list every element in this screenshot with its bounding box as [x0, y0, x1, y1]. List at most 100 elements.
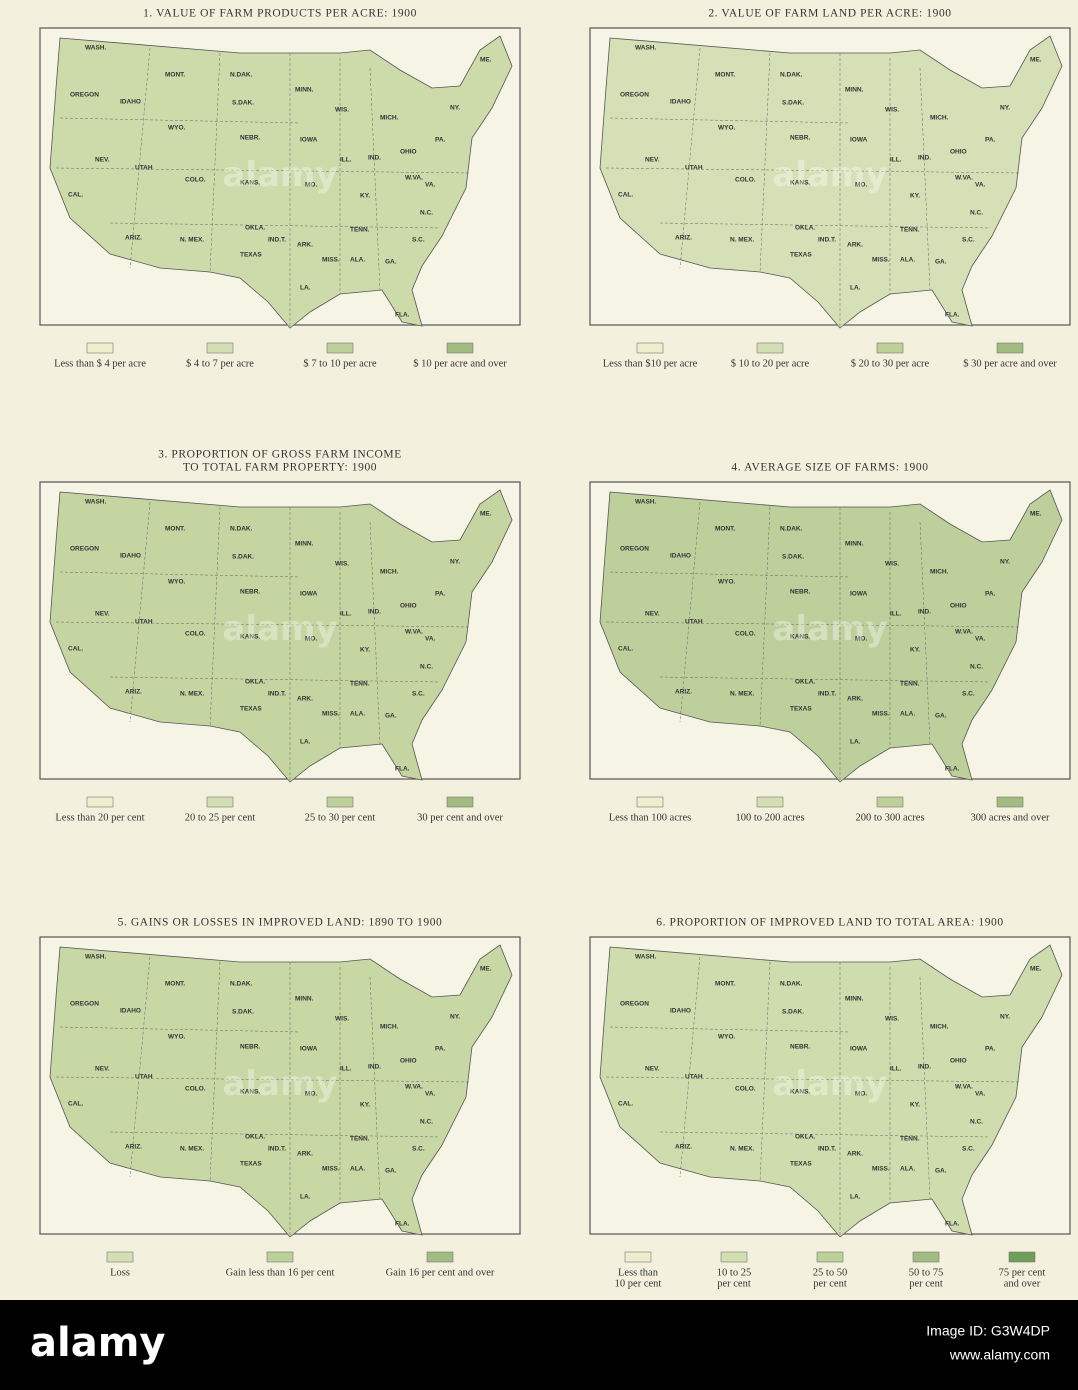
legend-label: per cent — [717, 1278, 751, 1289]
state-label: TENN. — [900, 227, 920, 234]
state-label: NEV. — [645, 157, 660, 164]
legend-swatch — [86, 796, 114, 808]
state-label: KY. — [360, 1102, 370, 1109]
state-label: FLA. — [395, 312, 410, 319]
watermark: alamy — [772, 155, 887, 195]
state-label: NEBR. — [790, 589, 810, 596]
legend-label: $ 10 per acre and over — [413, 358, 507, 369]
state-label: W.VA. — [955, 629, 973, 636]
legend-label: Gain less than 16 per cent — [226, 1267, 335, 1278]
state-label: FLA. — [395, 1221, 410, 1228]
state-label: ME. — [1030, 511, 1042, 518]
state-label: NEBR. — [240, 135, 260, 142]
watermark: alamy — [222, 1064, 337, 1104]
state-label: GA. — [385, 713, 397, 720]
state-label: TEXAS — [790, 706, 812, 713]
state-label: WYO. — [718, 125, 736, 132]
legend-label: Gain 16 per cent and over — [386, 1267, 495, 1278]
state-label: MO. — [305, 636, 317, 643]
legend-label: Less than $ 4 per acre — [54, 358, 146, 369]
state-label: WIS. — [885, 107, 899, 114]
state-label: N.DAK. — [230, 526, 253, 533]
state-label: MICH. — [930, 569, 949, 576]
state-label: CAL. — [618, 646, 633, 653]
state-label: MICH. — [380, 569, 399, 576]
state-border — [679, 47, 701, 269]
state-border — [605, 621, 1021, 628]
state-label: NY. — [450, 559, 460, 566]
state-label: ARIZ. — [125, 689, 142, 696]
state-border — [129, 501, 151, 723]
legend-label: $ 7 to 10 per acre — [303, 358, 377, 369]
legend-label: and over — [1004, 1278, 1041, 1289]
state-label: S.C. — [962, 691, 975, 698]
watermark: alamy — [772, 1064, 887, 1104]
state-label: IOWA — [850, 591, 868, 598]
state-border — [605, 167, 1021, 174]
state-label: UTAH — [685, 619, 703, 626]
state-border — [605, 1076, 1021, 1083]
state-label: COLO. — [735, 1086, 756, 1093]
legend-label: 25 to 50 — [813, 1267, 847, 1278]
state-border — [55, 621, 471, 628]
legend-label: 75 per cent — [999, 1267, 1046, 1278]
state-label: IND.T. — [268, 237, 286, 244]
state-label: WYO. — [168, 579, 186, 586]
state-label: ARK. — [297, 696, 313, 703]
state-label: MINN. — [295, 87, 314, 94]
legend-swatch — [206, 796, 234, 808]
state-label: NEBR. — [790, 135, 810, 142]
state-label: KANS. — [790, 1089, 810, 1096]
state-label: KY. — [910, 193, 920, 200]
state-label: OKLA. — [245, 1134, 265, 1141]
map: WASH. OREGON IDAHO MONT. WYO. NEV. CAL. UTAH COL… — [49, 35, 513, 329]
state-border — [59, 1026, 301, 1033]
state-label: S.DAK. — [232, 100, 254, 107]
legend-label: 10 to 25 — [717, 1267, 751, 1278]
state-label: MISS. — [322, 1166, 340, 1173]
state-border — [129, 956, 151, 1178]
state-label: MO. — [305, 1091, 317, 1098]
state-label: ARK. — [847, 1151, 863, 1158]
state-label: LA. — [300, 1194, 311, 1201]
state-label: ARIZ. — [675, 1144, 692, 1151]
state-label: TENN. — [900, 1136, 920, 1143]
state-label: N. MEX. — [730, 1146, 754, 1153]
legend-swatch — [996, 796, 1024, 808]
state-label: MONT. — [165, 72, 185, 79]
state-label: PA. — [435, 591, 446, 598]
state-label: WYO. — [718, 579, 736, 586]
state-label: KANS. — [790, 180, 810, 187]
state-label: ARK. — [297, 242, 313, 249]
state-label: MISS. — [322, 711, 340, 718]
state-label: PA. — [435, 1046, 446, 1053]
state-label: OKLA. — [795, 1134, 815, 1141]
state-label: LA. — [850, 285, 861, 292]
state-border — [369, 976, 381, 1200]
legend-swatch — [326, 342, 354, 354]
legend-label: 10 per cent — [615, 1278, 662, 1289]
state-label: OREGON — [620, 546, 649, 553]
state-label: W.VA. — [405, 629, 423, 636]
legend-swatch — [876, 342, 904, 354]
state-label: WIS. — [335, 561, 349, 568]
state-label: LA. — [300, 739, 311, 746]
legend-swatch — [756, 796, 784, 808]
state-label: FLA. — [945, 312, 960, 319]
state-label: VA. — [425, 636, 436, 643]
state-border — [109, 222, 441, 229]
state-label: MISS. — [872, 711, 890, 718]
state-label: LA. — [850, 1194, 861, 1201]
state-label: N.DAK. — [230, 72, 253, 79]
map-title: 2. VALUE OF FARM LAND PER ACRE: 1900 — [708, 8, 951, 20]
state-label: CAL. — [68, 646, 83, 653]
legend-label: 50 to 75 — [909, 1267, 943, 1278]
state-label: MO. — [855, 1091, 867, 1098]
state-label: N.C. — [420, 210, 433, 217]
state-label: ME. — [1030, 57, 1042, 64]
state-label: MONT. — [165, 526, 185, 533]
state-label: IOWA — [300, 591, 318, 598]
state-label: TENN. — [350, 681, 370, 688]
state-label: ALA. — [900, 1166, 915, 1173]
legend-label: 300 acres and over — [970, 812, 1050, 823]
